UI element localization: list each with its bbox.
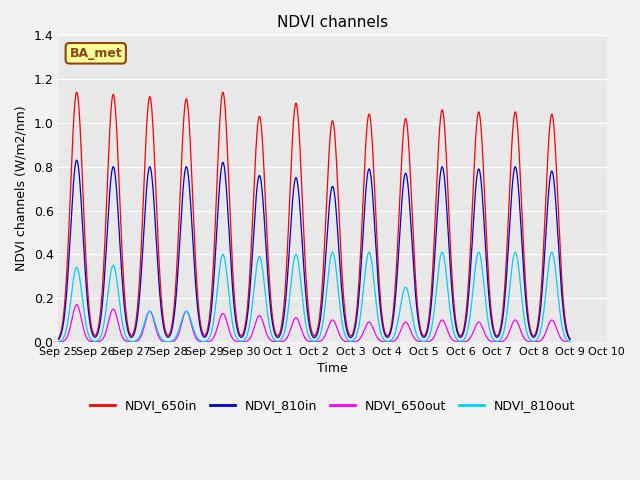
X-axis label: Time: Time	[317, 362, 348, 375]
NDVI_810in	[501, 293, 509, 299]
Line: NDVI_650out: NDVI_650out	[58, 305, 570, 342]
Line: NDVI_810in: NDVI_810in	[58, 160, 570, 340]
NDVI_810out	[501, 323, 509, 329]
NDVI_810out	[113, 277, 120, 283]
NDVI_810out	[566, 339, 574, 345]
NDVI_650out	[273, 339, 281, 345]
NDVI_810out	[273, 338, 281, 344]
NDVI_810in	[556, 270, 564, 276]
NDVI_650in	[566, 336, 574, 342]
NDVI_810out	[251, 279, 259, 285]
NDVI_810in	[566, 337, 574, 343]
Line: NDVI_810out: NDVI_810out	[58, 252, 570, 342]
NDVI_810in	[143, 177, 151, 183]
Legend: NDVI_650in, NDVI_810in, NDVI_650out, NDVI_810out: NDVI_650in, NDVI_810in, NDVI_650out, NDV…	[85, 394, 580, 417]
NDVI_810in	[54, 336, 62, 342]
NDVI_650out	[556, 335, 564, 340]
NDVI_650out	[143, 312, 151, 318]
NDVI_810in	[73, 157, 81, 163]
NDVI_810out	[548, 249, 556, 255]
NDVI_810out	[557, 312, 564, 318]
NDVI_650out	[113, 315, 121, 321]
Title: NDVI channels: NDVI channels	[277, 15, 388, 30]
NDVI_650out	[566, 339, 574, 345]
NDVI_650out	[73, 302, 81, 308]
NDVI_810out	[54, 339, 62, 345]
Text: BA_met: BA_met	[69, 47, 122, 60]
NDVI_650in	[113, 129, 120, 134]
Line: NDVI_650in: NDVI_650in	[58, 92, 570, 339]
NDVI_650in	[143, 115, 151, 121]
NDVI_650out	[54, 339, 62, 345]
NDVI_650in	[219, 89, 227, 95]
Y-axis label: NDVI channels (W/m2/nm): NDVI channels (W/m2/nm)	[15, 106, 28, 271]
NDVI_650in	[54, 336, 62, 341]
NDVI_810out	[164, 339, 172, 345]
NDVI_650in	[251, 168, 259, 174]
NDVI_810in	[273, 335, 281, 340]
NDVI_650in	[501, 279, 509, 285]
NDVI_650out	[251, 323, 259, 328]
NDVI_650in	[273, 333, 281, 338]
NDVI_650in	[556, 247, 564, 253]
NDVI_810in	[113, 192, 121, 198]
NDVI_810in	[251, 213, 259, 219]
NDVI_650out	[501, 337, 509, 343]
NDVI_810out	[143, 312, 151, 317]
